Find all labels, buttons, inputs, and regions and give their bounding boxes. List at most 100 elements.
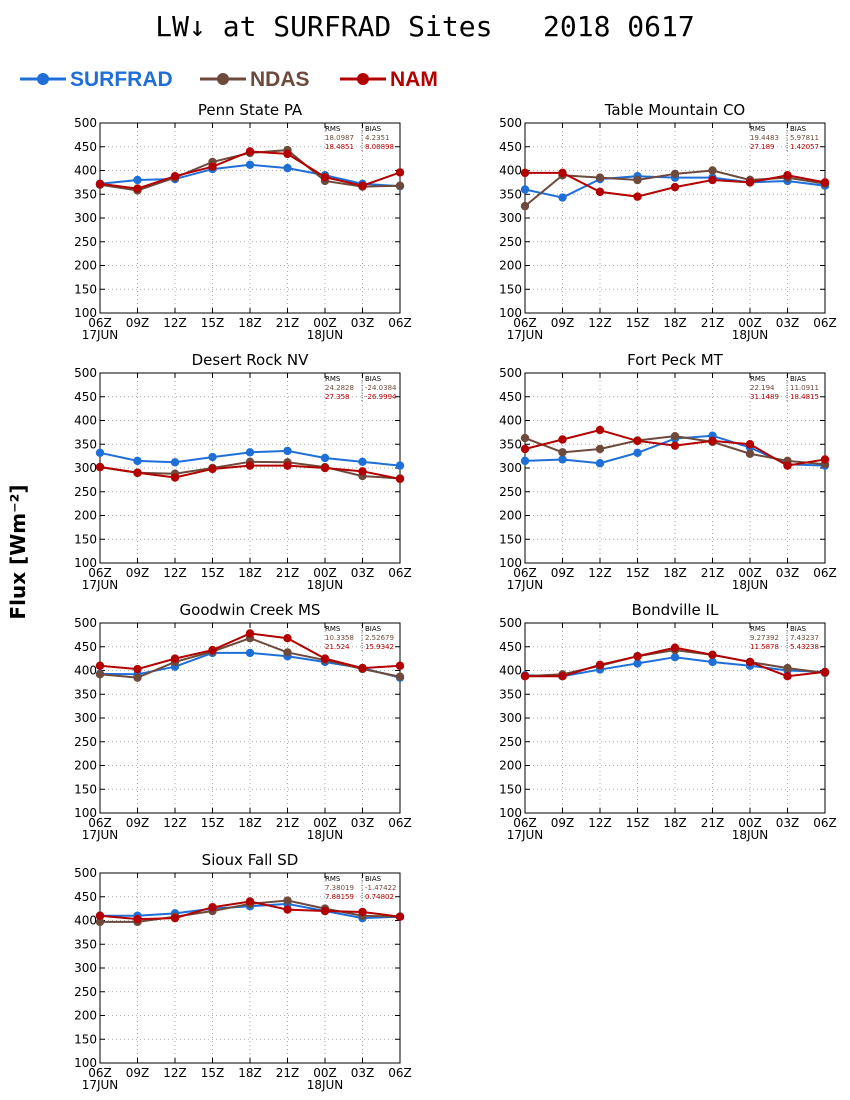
y-tick-label: 400	[499, 414, 522, 428]
x-tick-label: 21Z	[701, 816, 725, 830]
stats-bias-ndas: -24.0384	[365, 384, 397, 392]
data-point-nam	[708, 436, 717, 446]
x-date-label: 17JUN	[507, 328, 544, 342]
stats-header-bias: BIAS	[790, 625, 807, 633]
y-tick-label: 400	[74, 664, 97, 678]
stats-header-bias: BIAS	[365, 625, 382, 633]
data-point-nam	[708, 650, 717, 660]
data-point-nam	[520, 672, 530, 681]
x-date-label: 18JUN	[732, 328, 769, 342]
y-tick-label: 500	[74, 366, 97, 380]
x-tick-label: 09Z	[126, 316, 150, 330]
panel-penn-state-pa: Penn State PA 100 150 200 250 300 350 400 450 500…	[74, 101, 412, 342]
y-tick-label: 350	[74, 187, 97, 201]
x-date-label: 17JUN	[507, 828, 544, 842]
stats-rms-ndas: 22.194	[750, 384, 775, 392]
data-point-surfrad	[320, 453, 330, 463]
y-tick-label: 450	[74, 140, 97, 154]
data-point-nam	[95, 462, 105, 472]
x-tick-label: 18Z	[663, 316, 687, 330]
x-tick-label: 12Z	[588, 816, 612, 830]
x-tick-label: 00Z	[738, 316, 762, 330]
x-tick-label: 06Z	[388, 316, 412, 330]
panel-desert-rock-nv: Desert Rock NV 100 150 200 250 300 350 400 450 50…	[74, 351, 412, 592]
y-tick-label: 200	[499, 509, 522, 523]
y-tick-label: 250	[74, 735, 97, 749]
y-tick-label: 100	[499, 556, 522, 570]
data-point-nam	[133, 914, 142, 924]
x-tick-label: 21Z	[276, 316, 300, 330]
data-point-nam	[358, 467, 367, 476]
data-point-nam	[133, 664, 142, 674]
y-tick-label: 100	[74, 806, 97, 820]
legend-marker-surfrad	[20, 73, 66, 85]
stats-bias-nam: 0.74802	[365, 893, 394, 901]
x-date-label: 18JUN	[732, 828, 769, 842]
x-tick-label: 03Z	[351, 1066, 375, 1080]
y-tick-label: 500	[74, 616, 97, 630]
y-tick-label: 450	[74, 390, 97, 404]
y-tick-label: 450	[499, 140, 522, 154]
data-point-nam	[745, 657, 755, 667]
x-tick-label: 15Z	[201, 816, 225, 830]
data-point-nam	[283, 905, 292, 914]
stats-rms-ndas: 9.27392	[750, 634, 779, 642]
data-point-nam	[320, 906, 330, 916]
x-tick-label: 12Z	[163, 1066, 187, 1080]
panel-title: Penn State PA	[198, 101, 303, 119]
x-tick-label: 00Z	[313, 316, 337, 330]
stats-rms-ndas: 24.2828	[325, 384, 354, 392]
data-point-nam	[245, 147, 255, 156]
x-tick-label: 15Z	[201, 566, 225, 580]
data-point-nam	[783, 461, 792, 470]
data-point-ndas	[633, 175, 642, 185]
stats-header-bias: BIAS	[790, 125, 807, 133]
data-point-nam	[558, 435, 567, 444]
data-point-surfrad	[520, 456, 530, 466]
panel-fort-peck-mt: Fort Peck MT 100 150 200 250 300 350 400 450 500 0…	[499, 351, 837, 592]
x-tick-label: 15Z	[626, 316, 650, 330]
stats-header-bias: BIAS	[365, 875, 382, 883]
panel-title: Sioux Fall SD	[202, 851, 299, 869]
data-point-nam	[520, 168, 530, 178]
panel-title: Goodwin Creek MS	[180, 601, 321, 619]
x-tick-label: 00Z	[313, 1066, 337, 1080]
data-point-surfrad	[245, 448, 255, 457]
stats-header-bias: BIAS	[365, 375, 382, 383]
data-point-ndas	[95, 917, 105, 927]
y-tick-label: 400	[74, 414, 97, 428]
x-date-label: 18JUN	[307, 578, 344, 592]
stats-header-rms: RMS	[750, 625, 766, 633]
stats-bias-ndas: 11.0911	[790, 384, 819, 392]
y-tick-label: 500	[499, 616, 522, 630]
x-tick-label: 18Z	[238, 1066, 262, 1080]
y-tick-label: 450	[499, 640, 522, 654]
x-tick-label: 03Z	[776, 566, 800, 580]
y-tick-label: 350	[499, 687, 522, 701]
x-tick-label: 18Z	[663, 816, 687, 830]
data-point-surfrad	[595, 459, 605, 468]
x-tick-label: 12Z	[163, 566, 187, 580]
data-point-ndas	[95, 670, 105, 679]
y-tick-label: 350	[74, 687, 97, 701]
data-point-nam	[708, 175, 717, 185]
stats-bias-nam: 5.43238	[790, 643, 819, 651]
y-tick-label: 350	[499, 437, 522, 451]
data-point-ndas	[283, 648, 292, 657]
x-date-label: 18JUN	[307, 828, 344, 842]
legend-label-ndas: NDAS	[250, 68, 310, 91]
data-point-nam	[395, 661, 405, 670]
panel-bondville-il: Bondville IL 100 150 200 250 300 350 400 450 500 0…	[499, 601, 837, 842]
x-tick-label: 03Z	[776, 816, 800, 830]
stats-bias-ndas: 5.97811	[790, 134, 819, 142]
x-tick-label: 12Z	[163, 316, 187, 330]
stats-rms-ndas: 10.3358	[325, 634, 354, 642]
x-tick-label: 06Z	[813, 816, 837, 830]
x-tick-label: 06Z	[88, 1066, 112, 1080]
y-tick-label: 250	[74, 985, 97, 999]
x-tick-label: 21Z	[701, 566, 725, 580]
data-point-nam	[283, 461, 292, 470]
stats-rms-nam: 7.88159	[325, 893, 354, 901]
x-tick-label: 15Z	[626, 566, 650, 580]
x-tick-label: 09Z	[126, 566, 150, 580]
